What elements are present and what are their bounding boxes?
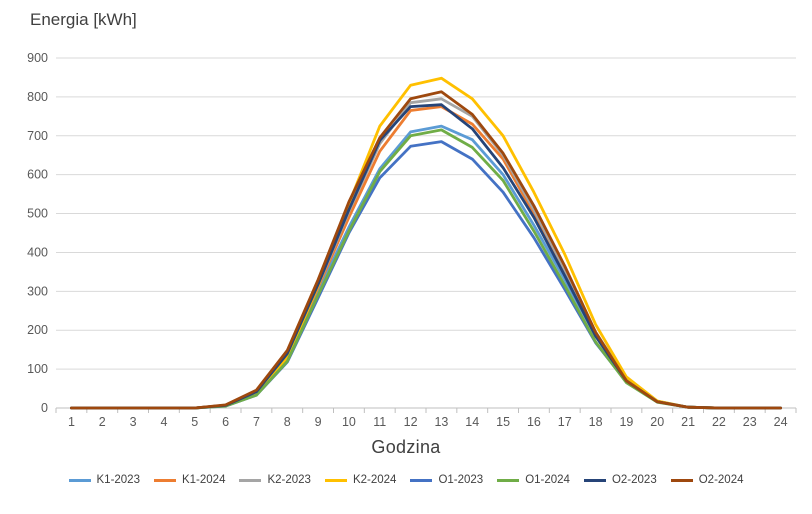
x-tick-label: 11 — [373, 415, 386, 429]
x-tick-label: 14 — [465, 415, 479, 429]
legend: K1-2023 K1-2024 K2-2023 K2-2024 O1-2023 O1-20… — [0, 474, 812, 486]
legend-item-k2-2024: K2-2024 — [324, 474, 397, 486]
legend-swatch — [497, 478, 520, 482]
y-axis-title: Energia [kWh] — [30, 10, 137, 29]
x-tick-label: 15 — [496, 415, 510, 429]
x-tick-label: 19 — [619, 415, 633, 429]
x-tick-label: 12 — [404, 415, 418, 429]
x-tick-label: 7 — [253, 415, 260, 429]
x-tick-label: 22 — [712, 415, 726, 429]
series-line-o1-2024 — [70, 128, 782, 410]
legend-label: O1-2024 — [525, 474, 570, 486]
x-tick-label: 13 — [434, 415, 448, 429]
y-tick-label: 800 — [27, 90, 48, 104]
legend-item-k2-2023: K2-2023 — [239, 474, 311, 486]
x-tick-label: 1 — [68, 415, 75, 429]
series-line-k1-2024 — [70, 105, 782, 410]
x-tick-label: 4 — [160, 415, 167, 429]
legend-label: O2-2023 — [611, 474, 657, 486]
legend-item-o1-2023: O1-2023 — [410, 474, 483, 486]
legend-swatch — [153, 478, 176, 482]
x-tick-label: 10 — [342, 415, 356, 429]
x-tick-label: 9 — [315, 415, 322, 429]
legend-label: K1-2023 — [96, 474, 140, 486]
legend-swatch — [583, 478, 606, 482]
series-line-o2-2024 — [70, 90, 782, 410]
x-tick-label: 6 — [222, 415, 229, 429]
legend-swatch — [68, 478, 91, 482]
legend-swatch — [324, 478, 347, 482]
y-tick-label: 500 — [27, 207, 48, 221]
y-tick-label: 900 — [27, 51, 48, 65]
legend-label: O1-2023 — [438, 474, 484, 486]
x-tick-label: 23 — [743, 415, 757, 429]
legend-label: K2-2024 — [352, 474, 397, 486]
legend-item-o2-2023: O2-2023 — [583, 474, 657, 486]
x-tick-label: 16 — [527, 415, 541, 429]
x-tick-label: 8 — [284, 415, 291, 429]
x-axis-title: Godzina — [371, 437, 441, 457]
legend-swatch — [410, 478, 433, 482]
legend-item-o1-2024: O1-2024 — [497, 474, 570, 486]
series-lines — [70, 76, 782, 410]
legend-swatch — [239, 478, 262, 482]
x-tick-label: 24 — [774, 415, 788, 429]
series-line-o1-2023 — [70, 140, 782, 410]
y-tick-label: 600 — [27, 168, 48, 182]
series-line-o2-2023 — [70, 103, 782, 410]
y-tick-label: 300 — [27, 284, 48, 298]
grid-lines — [56, 57, 796, 409]
legend-item-k1-2024: K1-2024 — [153, 474, 226, 486]
x-tick-labels: 1 2 3 4 5 6 7 8 9 10 11 12 13 14 15 16 17 18 19 20 21 22 23 24 — [55, 408, 797, 429]
x-tick-label: 18 — [589, 415, 603, 429]
y-tick-label: 200 — [27, 323, 48, 337]
legend-swatch — [670, 478, 693, 482]
legend-label: K2-2023 — [267, 474, 311, 486]
x-tick-label: 5 — [191, 415, 198, 429]
y-tick-label: 100 — [27, 362, 48, 376]
x-tick-label: 17 — [558, 415, 572, 429]
x-tick-label: 21 — [681, 415, 695, 429]
x-tick-label: 20 — [650, 415, 664, 429]
legend-label: O2-2024 — [698, 474, 744, 486]
x-tick-label: 3 — [130, 415, 137, 429]
legend-item-k1-2023: K1-2023 — [68, 474, 140, 486]
y-tick-labels: 0 100 200 300 400 500 600 700 800 900 — [27, 51, 48, 415]
x-tick-label: 2 — [99, 415, 106, 429]
y-tick-label: 400 — [27, 245, 48, 259]
y-tick-label: 700 — [27, 129, 48, 143]
y-tick-label: 0 — [41, 401, 48, 415]
series-line-k1-2023 — [70, 124, 782, 410]
legend-item-o2-2024: O2-2024 — [670, 474, 744, 486]
legend-label: K1-2024 — [181, 474, 226, 486]
